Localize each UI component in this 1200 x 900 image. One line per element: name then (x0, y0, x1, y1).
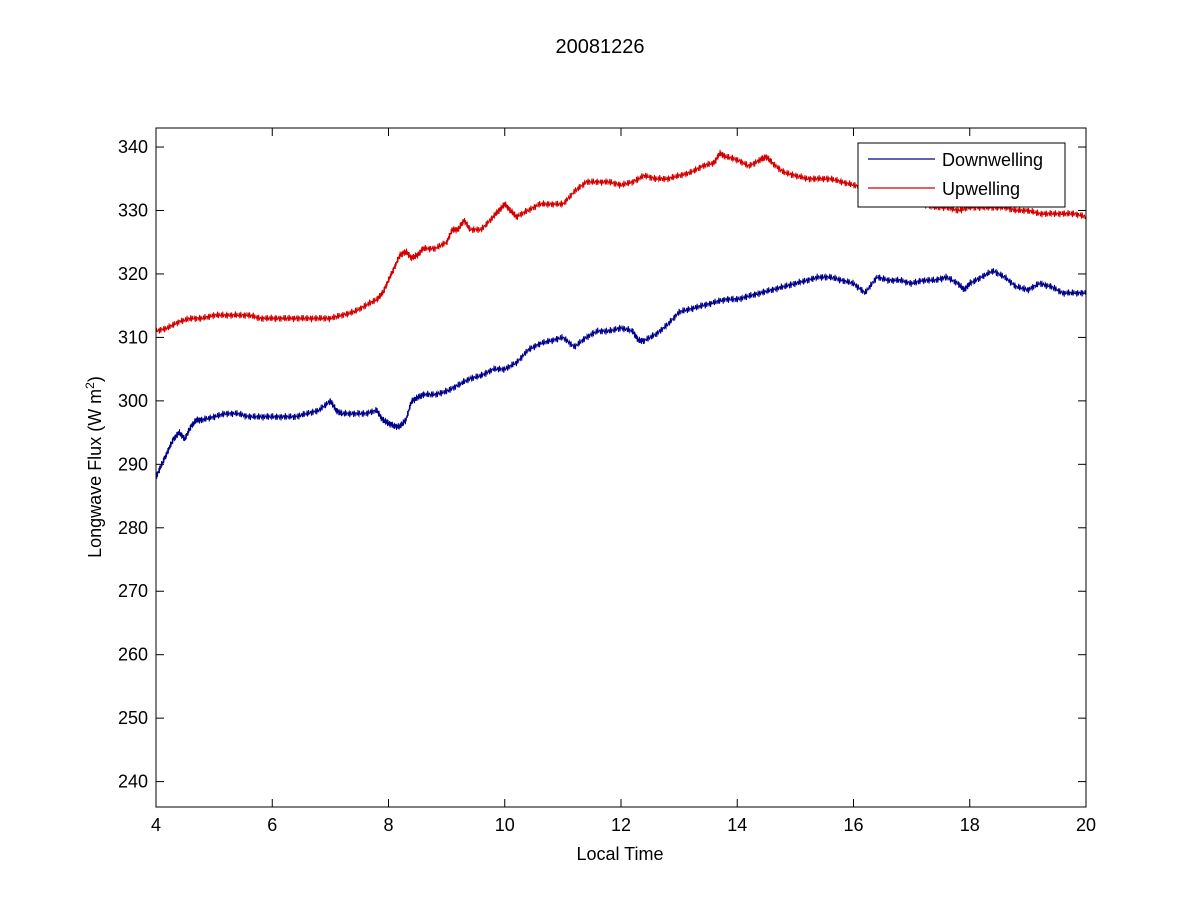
x-tick-label: 10 (495, 815, 515, 835)
plot-area (156, 128, 1086, 807)
y-tick-label: 240 (118, 772, 148, 792)
chart-title: 20081226 (556, 36, 645, 58)
y-tick-label: 300 (118, 391, 148, 411)
y-tick-label: 320 (118, 264, 148, 284)
y-tick-label: 340 (118, 137, 148, 157)
y-axis-label-superscript: 2 (83, 382, 97, 389)
legend-label-downwelling: Downwelling (942, 150, 1043, 170)
y-axis-label-main: Longwave Flux (W m (85, 389, 105, 558)
x-tick-label: 6 (267, 815, 277, 835)
x-tick-label: 4 (151, 815, 161, 835)
x-tick-label: 20 (1076, 815, 1096, 835)
y-axis-label: Longwave Flux (W m2) (83, 376, 105, 558)
y-tick-label: 280 (118, 518, 148, 538)
x-tick-label: 16 (843, 815, 863, 835)
x-axis: 4 6 8 10 12 14 16 18 20 (151, 128, 1096, 835)
y-axis: 240 250 260 270 280 290 300 310 320 330 340 (118, 137, 1086, 792)
y-tick-label: 290 (118, 454, 148, 474)
y-tick-label: 330 (118, 200, 148, 220)
x-tick-label: 14 (727, 815, 747, 835)
y-tick-label: 250 (118, 708, 148, 728)
y-tick-label: 270 (118, 581, 148, 601)
legend-box (857, 142, 1066, 208)
legend-label-upwelling: Upwelling (942, 179, 1020, 199)
series-line-downwelling (155, 268, 1087, 479)
legend: Downwelling Upwelling (857, 142, 1066, 208)
y-axis-label-close: ) (85, 376, 105, 382)
x-axis-label: Local Time (576, 844, 663, 864)
x-tick-label: 12 (611, 815, 631, 835)
y-tick-label: 310 (118, 327, 148, 347)
y-tick-label: 260 (118, 645, 148, 665)
x-tick-label: 8 (383, 815, 393, 835)
x-tick-label: 18 (960, 815, 980, 835)
